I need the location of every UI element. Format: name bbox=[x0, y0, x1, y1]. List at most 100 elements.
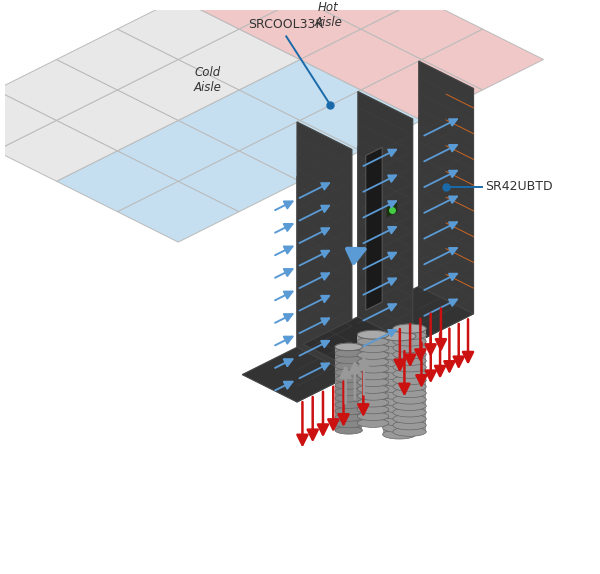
Ellipse shape bbox=[335, 388, 362, 395]
Polygon shape bbox=[383, 336, 416, 435]
Polygon shape bbox=[297, 149, 352, 402]
Ellipse shape bbox=[383, 384, 416, 393]
Ellipse shape bbox=[335, 382, 362, 389]
Ellipse shape bbox=[358, 398, 389, 407]
Ellipse shape bbox=[358, 412, 389, 421]
Ellipse shape bbox=[393, 350, 426, 359]
Polygon shape bbox=[56, 29, 178, 90]
Polygon shape bbox=[56, 90, 178, 151]
Ellipse shape bbox=[358, 378, 389, 387]
Polygon shape bbox=[118, 60, 239, 121]
Polygon shape bbox=[303, 317, 413, 371]
Polygon shape bbox=[335, 347, 362, 430]
Polygon shape bbox=[393, 329, 426, 432]
Ellipse shape bbox=[335, 356, 362, 363]
Ellipse shape bbox=[383, 417, 416, 426]
Polygon shape bbox=[358, 335, 389, 423]
Ellipse shape bbox=[393, 324, 426, 333]
Ellipse shape bbox=[335, 343, 362, 351]
Ellipse shape bbox=[335, 414, 362, 421]
Polygon shape bbox=[118, 181, 239, 242]
Ellipse shape bbox=[393, 331, 426, 340]
Ellipse shape bbox=[393, 408, 426, 417]
Polygon shape bbox=[297, 122, 352, 375]
Polygon shape bbox=[419, 61, 473, 314]
Polygon shape bbox=[364, 286, 473, 341]
Ellipse shape bbox=[383, 397, 416, 406]
Polygon shape bbox=[300, 90, 422, 151]
Polygon shape bbox=[361, 0, 482, 60]
Ellipse shape bbox=[393, 427, 426, 436]
Polygon shape bbox=[242, 347, 352, 402]
Ellipse shape bbox=[393, 401, 426, 410]
Polygon shape bbox=[422, 29, 544, 90]
Ellipse shape bbox=[358, 364, 389, 373]
Ellipse shape bbox=[383, 371, 416, 380]
Ellipse shape bbox=[358, 331, 389, 339]
Polygon shape bbox=[419, 88, 473, 341]
Polygon shape bbox=[0, 121, 118, 181]
Ellipse shape bbox=[358, 351, 389, 359]
Ellipse shape bbox=[358, 405, 389, 414]
Ellipse shape bbox=[335, 350, 362, 357]
Ellipse shape bbox=[393, 337, 426, 346]
Ellipse shape bbox=[383, 390, 416, 400]
Polygon shape bbox=[178, 29, 300, 90]
Polygon shape bbox=[361, 60, 482, 121]
Polygon shape bbox=[239, 60, 361, 121]
Ellipse shape bbox=[393, 363, 426, 372]
Polygon shape bbox=[118, 121, 239, 181]
Ellipse shape bbox=[335, 408, 362, 415]
Ellipse shape bbox=[383, 345, 416, 354]
Ellipse shape bbox=[393, 369, 426, 378]
Ellipse shape bbox=[358, 385, 389, 393]
Ellipse shape bbox=[383, 430, 416, 439]
Ellipse shape bbox=[383, 358, 416, 367]
Polygon shape bbox=[358, 91, 413, 344]
Polygon shape bbox=[300, 0, 422, 29]
Polygon shape bbox=[366, 148, 382, 310]
Ellipse shape bbox=[335, 369, 362, 377]
Ellipse shape bbox=[393, 375, 426, 385]
Ellipse shape bbox=[393, 414, 426, 424]
Ellipse shape bbox=[335, 343, 362, 351]
Ellipse shape bbox=[383, 338, 416, 347]
Ellipse shape bbox=[358, 419, 389, 428]
Polygon shape bbox=[178, 0, 300, 29]
Ellipse shape bbox=[358, 337, 389, 346]
Ellipse shape bbox=[358, 371, 389, 380]
Ellipse shape bbox=[383, 404, 416, 413]
Ellipse shape bbox=[393, 324, 426, 333]
Ellipse shape bbox=[393, 382, 426, 391]
Ellipse shape bbox=[383, 410, 416, 420]
Polygon shape bbox=[178, 90, 300, 151]
Text: Cold
Aisle: Cold Aisle bbox=[194, 66, 221, 94]
Ellipse shape bbox=[393, 389, 426, 398]
Ellipse shape bbox=[335, 394, 362, 402]
Polygon shape bbox=[56, 151, 178, 212]
Ellipse shape bbox=[335, 426, 362, 434]
Ellipse shape bbox=[393, 356, 426, 366]
Polygon shape bbox=[386, 201, 397, 218]
Ellipse shape bbox=[393, 343, 426, 352]
Ellipse shape bbox=[383, 351, 416, 360]
Polygon shape bbox=[239, 121, 361, 181]
Polygon shape bbox=[178, 151, 300, 212]
Ellipse shape bbox=[393, 421, 426, 430]
Ellipse shape bbox=[335, 375, 362, 383]
Text: SR42UBTD: SR42UBTD bbox=[485, 180, 553, 193]
Ellipse shape bbox=[383, 332, 416, 341]
Ellipse shape bbox=[335, 420, 362, 428]
Polygon shape bbox=[358, 119, 413, 371]
Ellipse shape bbox=[383, 423, 416, 432]
Polygon shape bbox=[118, 0, 239, 60]
Ellipse shape bbox=[383, 332, 416, 341]
Text: Hot
Aisle: Hot Aisle bbox=[314, 1, 342, 29]
Ellipse shape bbox=[358, 344, 389, 352]
Polygon shape bbox=[0, 90, 56, 151]
Text: SRCOOL33K: SRCOOL33K bbox=[248, 18, 324, 32]
Ellipse shape bbox=[358, 391, 389, 400]
Ellipse shape bbox=[335, 362, 362, 370]
Ellipse shape bbox=[383, 364, 416, 374]
Ellipse shape bbox=[383, 378, 416, 387]
